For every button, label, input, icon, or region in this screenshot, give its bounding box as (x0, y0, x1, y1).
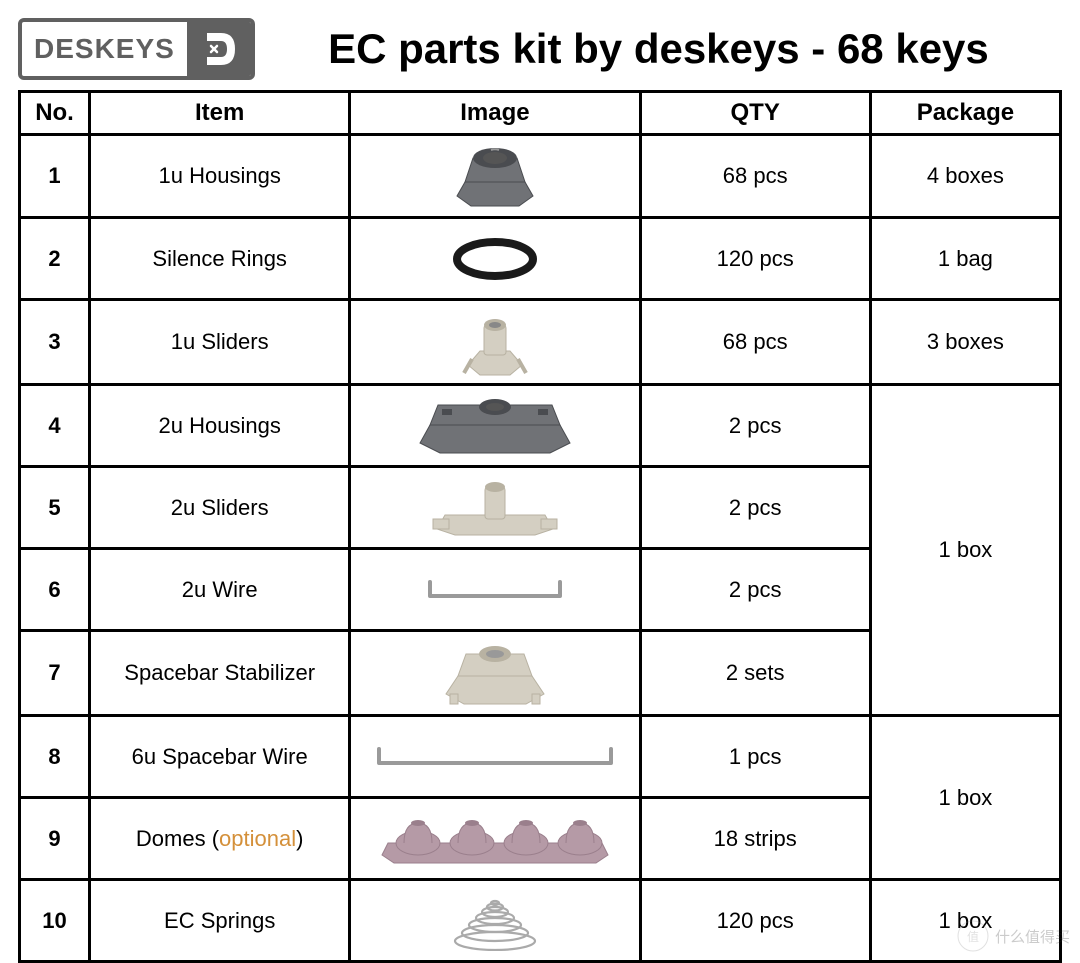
col-header-item: Item (90, 92, 350, 135)
cell-image (350, 135, 640, 218)
cell-qty: 2 pcs (640, 385, 870, 467)
col-header-image: Image (350, 92, 640, 135)
logo: DESKEYS (18, 18, 255, 80)
cell-qty: 68 pcs (640, 135, 870, 218)
cell-item: Spacebar Stabilizer (90, 631, 350, 716)
table-row: 2Silence Rings 120 pcs1 bag (20, 218, 1061, 300)
svg-text:值: 值 (967, 929, 979, 944)
table-header-row: No. Item Image QTY Package (20, 92, 1061, 135)
cell-package: 4 boxes (870, 135, 1060, 218)
cell-qty: 120 pcs (640, 218, 870, 300)
cell-no: 9 (20, 798, 90, 880)
cell-item: 6u Spacebar Wire (90, 716, 350, 798)
cell-qty: 2 sets (640, 631, 870, 716)
logo-text: DESKEYS (22, 25, 187, 73)
table-row: 86u Spacebar Wire 1 pcs1 box (20, 716, 1061, 798)
table-row: 31u Sliders 68 pcs3 boxes (20, 300, 1061, 385)
cell-item: Silence Rings (90, 218, 350, 300)
cell-no: 10 (20, 880, 90, 962)
cell-no: 6 (20, 549, 90, 631)
table-row: 11u Housings 68 pcs4 boxes (20, 135, 1061, 218)
watermark: 值 什么值得买 (957, 920, 1070, 952)
col-header-package: Package (870, 92, 1060, 135)
cell-image (350, 549, 640, 631)
cell-image (350, 631, 640, 716)
cell-image (350, 467, 640, 549)
col-header-no: No. (20, 92, 90, 135)
cell-qty: 68 pcs (640, 300, 870, 385)
cell-image (350, 300, 640, 385)
cell-item: EC Springs (90, 880, 350, 962)
cell-item: 2u Sliders (90, 467, 350, 549)
cell-no: 1 (20, 135, 90, 218)
cell-package: 3 boxes (870, 300, 1060, 385)
table-row: 10EC Springs 120 pcs1 box (20, 880, 1061, 962)
cell-no: 2 (20, 218, 90, 300)
cell-image (350, 218, 640, 300)
cell-no: 7 (20, 631, 90, 716)
cell-image (350, 880, 640, 962)
cell-no: 3 (20, 300, 90, 385)
table-row: 42u Housings 2 pcs1 box (20, 385, 1061, 467)
cell-item: 1u Sliders (90, 300, 350, 385)
cell-item: 1u Housings (90, 135, 350, 218)
cell-item: 2u Wire (90, 549, 350, 631)
watermark-text: 什么值得买 (995, 926, 1070, 947)
cell-package: 1 bag (870, 218, 1060, 300)
page-title: EC parts kit by deskeys - 68 keys (295, 25, 1062, 73)
cell-qty: 1 pcs (640, 716, 870, 798)
cell-no: 5 (20, 467, 90, 549)
cell-package: 1 box (870, 716, 1060, 880)
cell-item: 2u Housings (90, 385, 350, 467)
cell-no: 4 (20, 385, 90, 467)
cell-item: Domes (optional) (90, 798, 350, 880)
col-header-qty: QTY (640, 92, 870, 135)
header: DESKEYS EC parts kit by deskeys - 68 key… (18, 18, 1062, 80)
parts-table: No. Item Image QTY Package 11u Housings … (18, 90, 1062, 963)
cell-no: 8 (20, 716, 90, 798)
cell-qty: 120 pcs (640, 880, 870, 962)
cell-package: 1 box (870, 385, 1060, 716)
cell-image (350, 385, 640, 467)
logo-d-icon (187, 22, 251, 76)
cell-qty: 2 pcs (640, 467, 870, 549)
cell-image (350, 716, 640, 798)
cell-image (350, 798, 640, 880)
cell-qty: 18 strips (640, 798, 870, 880)
cell-qty: 2 pcs (640, 549, 870, 631)
